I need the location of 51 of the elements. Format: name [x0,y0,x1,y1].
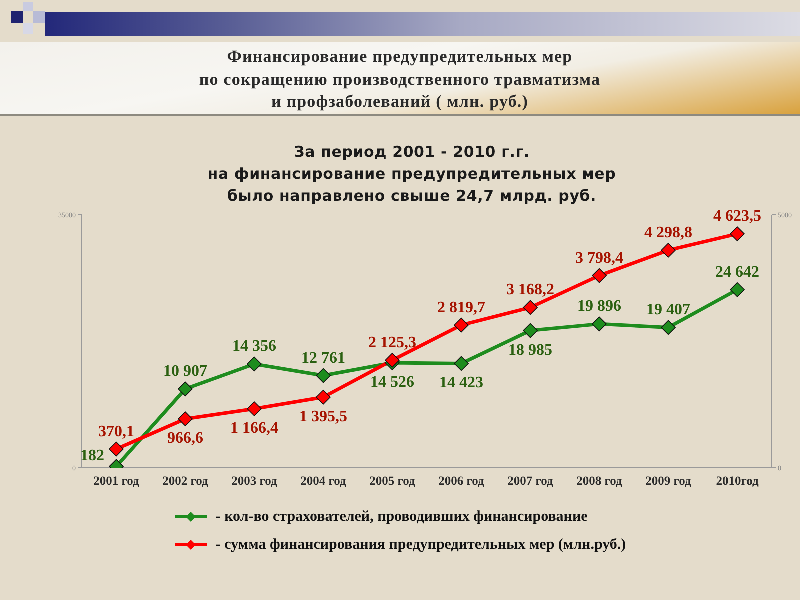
point [178,382,193,397]
data-label: 182 [80,448,104,465]
data-label: 10 907 [164,363,208,380]
x-tick-label: 2002 год [162,474,210,488]
point [109,442,124,457]
point [316,368,331,384]
data-label: 4 623,5 [714,208,762,226]
point [592,316,607,332]
data-label: 1 166,4 [230,420,278,437]
point [523,323,538,338]
point [247,402,262,416]
x-tick-label: 2007 год [508,474,554,488]
data-label: 3 798,4 [576,250,624,267]
x-tick-label: 2008 год [576,474,624,488]
data-label: 966,6 [168,430,204,448]
data-label: 14 356 [232,338,276,356]
x-tick-label: 2009 год [646,474,692,488]
point [730,226,745,242]
point [178,412,193,426]
data-label: 12 761 [302,350,346,367]
data-label: 14 423 [440,374,484,392]
data-label: 4 298,8 [644,224,692,242]
x-tick-label: 2001 год [94,474,140,488]
legend-label: - сумма финансирования предупредительных мер (млн.руб.) [216,536,626,554]
x-tick-label: 2003 год [232,474,278,488]
point [454,356,469,372]
point [454,318,469,333]
data-label: 18 985 [508,342,552,359]
point [316,390,331,405]
data-label: 14 526 [370,374,414,391]
data-label: 2 125,3 [368,334,416,352]
data-label: 370,1 [98,423,134,440]
data-label: 19 896 [578,298,622,316]
data-label: 19 407 [646,302,690,319]
x-tick-label: 2006 год [438,474,486,488]
x-tick-label: 2004 год [300,474,348,488]
x-tick-label: 2010год [716,474,760,488]
data-label: 24 642 [716,264,760,281]
point [730,282,745,298]
point [523,300,538,316]
chart-subtitle: За период 2001 - 2010 г.г. на финансирование предупредительных мер было направлено свыше 24,7 млрд. руб. [206,142,618,207]
chart-title: Финансирование предупредительных мер по сокращению производственного травматизма и профзаболеваний ( млн. руб.) [198,46,602,113]
point [592,268,607,284]
point [661,243,676,258]
legend-label: - кол-во страхователей, проводивших финансирование [216,508,588,526]
x-tick-label: 2005 год [370,474,416,488]
data-label: 3 168,2 [506,282,554,299]
point [247,356,262,372]
data-label: 2 819,7 [438,299,486,316]
point [661,320,676,336]
data-label: 1 395,5 [300,408,348,426]
